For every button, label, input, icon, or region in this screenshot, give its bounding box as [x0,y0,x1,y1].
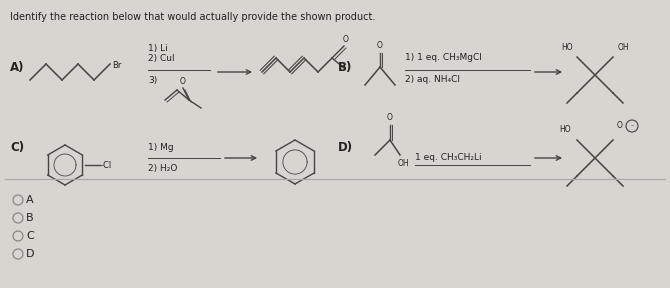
Text: -Cl: -Cl [101,160,113,170]
Text: D): D) [338,141,353,154]
Text: O: O [180,77,186,86]
Text: O: O [387,113,393,122]
Text: A: A [26,195,34,205]
Text: B): B) [338,62,352,75]
Text: Br: Br [112,60,121,69]
Text: C: C [26,231,34,241]
Text: 1 eq. CH₃CH₂Li: 1 eq. CH₃CH₂Li [415,154,482,162]
Text: O: O [617,122,623,130]
Text: OH: OH [398,158,409,168]
Text: 2) CuI: 2) CuI [148,54,175,62]
Text: A): A) [10,62,25,75]
Text: –: – [630,124,634,128]
Text: C): C) [10,141,24,154]
Text: OH: OH [617,43,629,52]
Text: 1) Mg: 1) Mg [148,143,174,153]
Text: 3): 3) [148,75,157,84]
Text: B: B [26,213,34,223]
Text: 2) H₂O: 2) H₂O [148,164,178,173]
Text: 1) 1 eq. CH₃MgCl: 1) 1 eq. CH₃MgCl [405,54,482,62]
Text: O: O [343,35,349,45]
Text: HO: HO [559,126,571,134]
Text: Identify the reaction below that would actually provide the shown product.: Identify the reaction below that would a… [10,12,375,22]
Text: 2) aq. NH₄Cl: 2) aq. NH₄Cl [405,75,460,84]
Text: O: O [377,41,383,50]
Text: 1) Li: 1) Li [148,43,168,52]
Text: HO: HO [561,43,573,52]
Text: D: D [26,249,34,259]
